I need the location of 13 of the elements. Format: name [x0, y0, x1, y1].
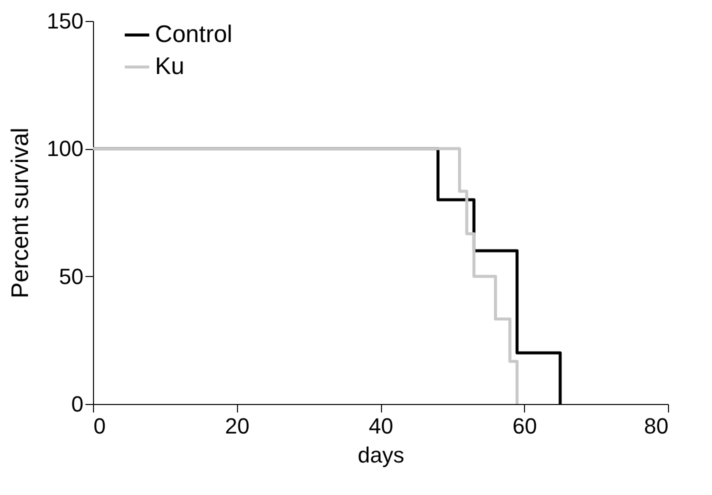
x-tick-label: 80: [644, 414, 668, 438]
y-tick-label: 150: [46, 8, 84, 34]
y-tick-label: 0: [71, 392, 84, 416]
x-axis-title: days: [358, 442, 404, 468]
legend-label: Control: [155, 21, 232, 48]
x-tick-label: 20: [225, 414, 250, 438]
y-axis-title: Percent survival: [6, 128, 34, 298]
y-tick-label: 100: [46, 136, 84, 162]
x-tick-label: 40: [368, 414, 394, 438]
x-tick-label: 0: [94, 414, 106, 438]
legend-label: Ku: [155, 53, 184, 80]
y-tick-label: 50: [59, 264, 84, 289]
x-tick-label: 60: [512, 414, 537, 438]
